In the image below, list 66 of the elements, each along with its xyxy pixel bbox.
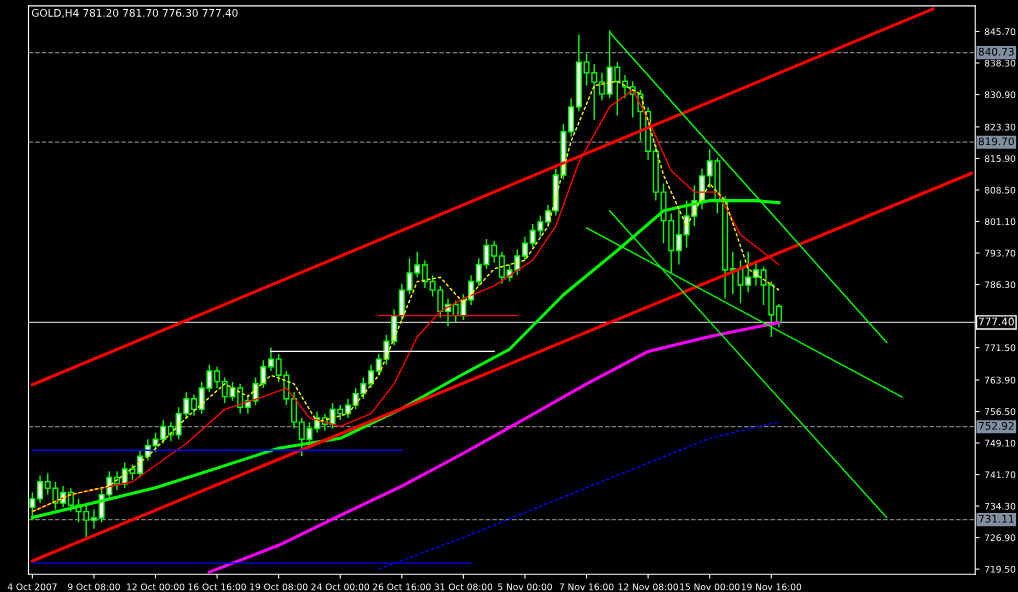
y-tick-label: 838.30: [984, 59, 1016, 67]
ref-line-label: 752.92: [978, 421, 1014, 430]
candlestick: [568, 97, 575, 138]
candlestick: [144, 438, 151, 462]
x-tick-label: 24 Oct 00:00: [311, 583, 370, 591]
y-tick-label: 823.30: [984, 123, 1016, 131]
candlestick: [167, 421, 174, 443]
candlestick: [675, 208, 682, 266]
y-tick-label: 749.10: [985, 439, 1016, 447]
candlestick: [344, 398, 351, 419]
y-tick-label: 763.90: [985, 376, 1016, 384]
ref-line-label: 840.73: [978, 47, 1014, 56]
candlestick: [291, 391, 298, 430]
candlestick: [60, 485, 67, 509]
x-tick-label: 5 Nov 00:00: [498, 583, 552, 591]
y-tick-label: 830.90: [984, 91, 1016, 99]
x-tick-label: 19 Nov 16:00: [741, 583, 802, 591]
candlestick: [421, 259, 428, 289]
candlestick: [598, 72, 605, 102]
chart-title: GOLD,H4 781.20 781.70 776.30 777.40: [31, 8, 238, 18]
candlestick: [214, 366, 221, 389]
y-tick-label: 786.30: [985, 281, 1016, 289]
ref-line-label: 777.40: [978, 317, 1014, 326]
candlestick: [729, 251, 736, 296]
candlestick: [391, 308, 398, 347]
candlestick: [37, 474, 44, 504]
candlestick: [491, 240, 498, 264]
x-tick-label: 26 Oct 16:00: [373, 583, 431, 591]
candlestick: [575, 33, 582, 112]
candlestick: [67, 487, 74, 513]
y-tick-label: 741.70: [985, 471, 1016, 479]
x-tick-label: 31 Oct 08:00: [434, 583, 493, 591]
y-tick-label: 726.90: [985, 534, 1016, 542]
y-tick-label: 719.50: [985, 565, 1016, 573]
x-tick-label: 4 Oct 2007: [7, 583, 57, 591]
candlestick: [545, 204, 552, 227]
x-tick-label: 12 Nov 08:00: [618, 583, 678, 591]
y-tick-label: 808.50: [984, 186, 1016, 194]
candlestick: [90, 508, 97, 530]
candlestick: [137, 449, 144, 479]
y-tick-label: 756.50: [985, 408, 1016, 416]
y-tick-label: 793.70: [985, 249, 1016, 257]
x-tick-label: 7 Nov 16:00: [559, 583, 614, 591]
x-tick-label: 15 Nov 00:00: [680, 583, 740, 591]
line-series: [207, 320, 781, 574]
candlestick: [368, 363, 375, 389]
candlestick: [498, 251, 505, 285]
candlestick: [622, 74, 629, 100]
x-tick-label: 9 Oct 08:00: [67, 583, 120, 591]
ref-line-label: 731.11: [978, 514, 1014, 523]
y-tick-label: 734.30: [985, 502, 1016, 510]
y-tick-label: 815.90: [984, 155, 1016, 162]
x-tick-label: 12 Oct 00:00: [127, 583, 185, 591]
candlestick: [190, 393, 197, 417]
candlestick: [652, 144, 659, 202]
candlestick: [398, 282, 405, 321]
candlestick: [521, 236, 528, 261]
x-tick-label: 19 Oct 08:00: [250, 583, 308, 591]
x-tick-label: 16 Oct 16:00: [188, 583, 246, 591]
y-tick-label: 801.10: [984, 218, 1016, 226]
ref-line-label: 819.70: [978, 137, 1014, 146]
candlestick: [737, 259, 744, 304]
y-tick-label: 845.70: [984, 28, 1016, 36]
candlestick: [745, 251, 752, 293]
y-tick-label: 771.50: [985, 344, 1016, 352]
candlestick: [775, 303, 782, 328]
